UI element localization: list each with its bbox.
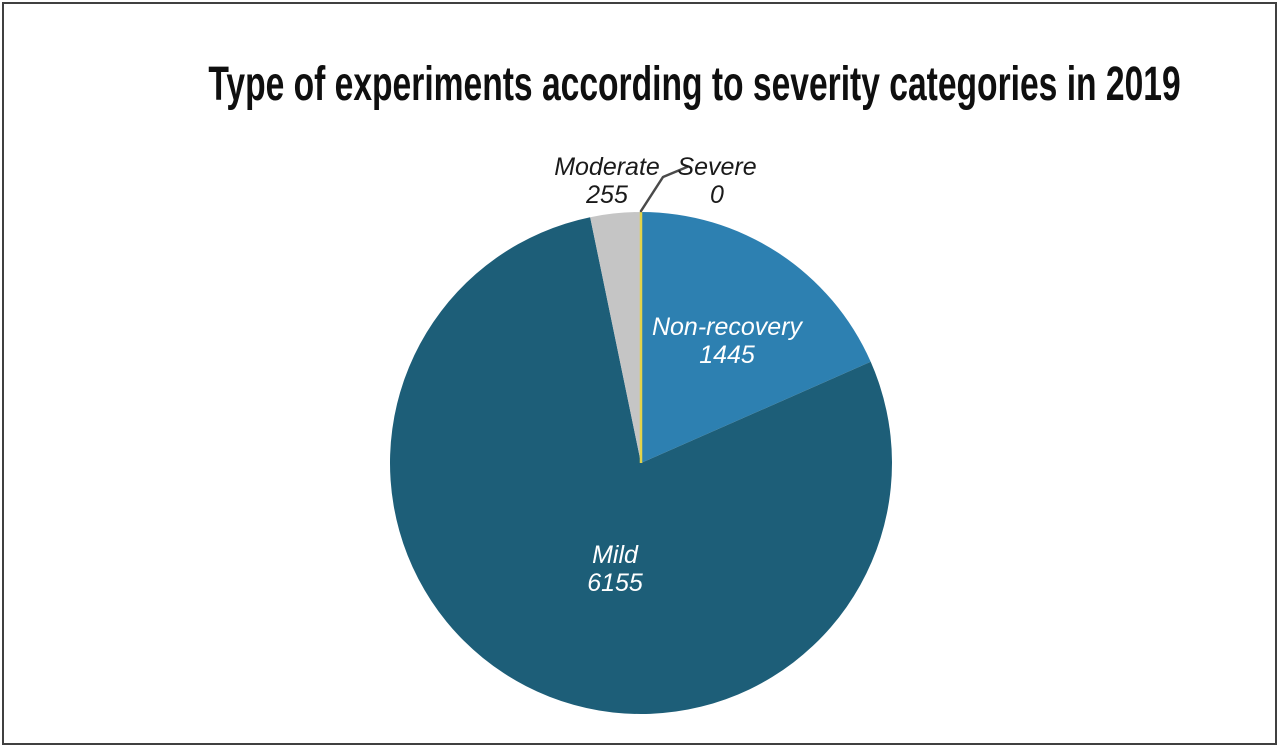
pie-label-mild: Mild: [592, 541, 639, 569]
pie-value-non-recovery: 1445: [699, 341, 755, 369]
chart-title: Type of experiments according to severit…: [208, 58, 1181, 111]
severe-leader-line: [639, 165, 689, 213]
pie-slice-moderate: [590, 212, 641, 463]
pie-slice-mild: [389, 217, 892, 714]
pie-value-moderate: 255: [585, 181, 628, 209]
pie-value-mild: 6155: [587, 569, 643, 597]
pie-label-non-recovery: Non-recovery: [652, 313, 804, 341]
pie-slice-non-recovery: [641, 212, 871, 463]
pie-slices-group: [389, 212, 892, 714]
pie-label-severe: Severe: [677, 153, 756, 181]
pie-value-severe: 0: [710, 181, 724, 209]
pie-label-moderate: Moderate: [554, 153, 660, 181]
chart-title-row: Type of experiments according to severit…: [0, 61, 1280, 109]
